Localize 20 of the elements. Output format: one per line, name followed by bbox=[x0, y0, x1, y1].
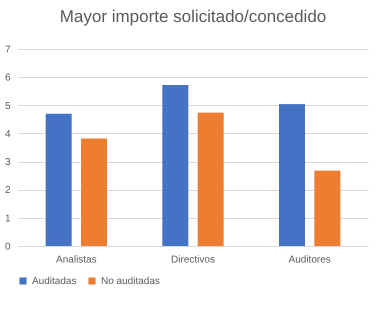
y-tick-label: 3 bbox=[4, 157, 11, 168]
legend-label: Auditadas bbox=[32, 276, 76, 287]
bar bbox=[198, 112, 224, 246]
bar bbox=[81, 138, 108, 246]
y-tick-label: 7 bbox=[4, 44, 11, 56]
x-tick-label: Directivos bbox=[171, 254, 215, 266]
bar bbox=[314, 170, 340, 246]
y-tick-label: 1 bbox=[4, 213, 11, 224]
bar bbox=[162, 85, 188, 246]
legend-label: No auditadas bbox=[101, 276, 160, 287]
y-tick-label: 5 bbox=[4, 100, 11, 112]
bar bbox=[46, 114, 72, 246]
y-tick-label: 6 bbox=[4, 72, 11, 84]
x-tick-label: Analistas bbox=[56, 254, 97, 266]
y-tick-label: 2 bbox=[4, 185, 11, 196]
y-tick-label: 4 bbox=[4, 128, 11, 140]
bar bbox=[278, 104, 305, 246]
x-tick-label: Auditores bbox=[288, 254, 331, 266]
y-tick-label: 0 bbox=[4, 242, 11, 252]
chart-title: Mayor importe solicitado/concedido bbox=[60, 7, 326, 26]
